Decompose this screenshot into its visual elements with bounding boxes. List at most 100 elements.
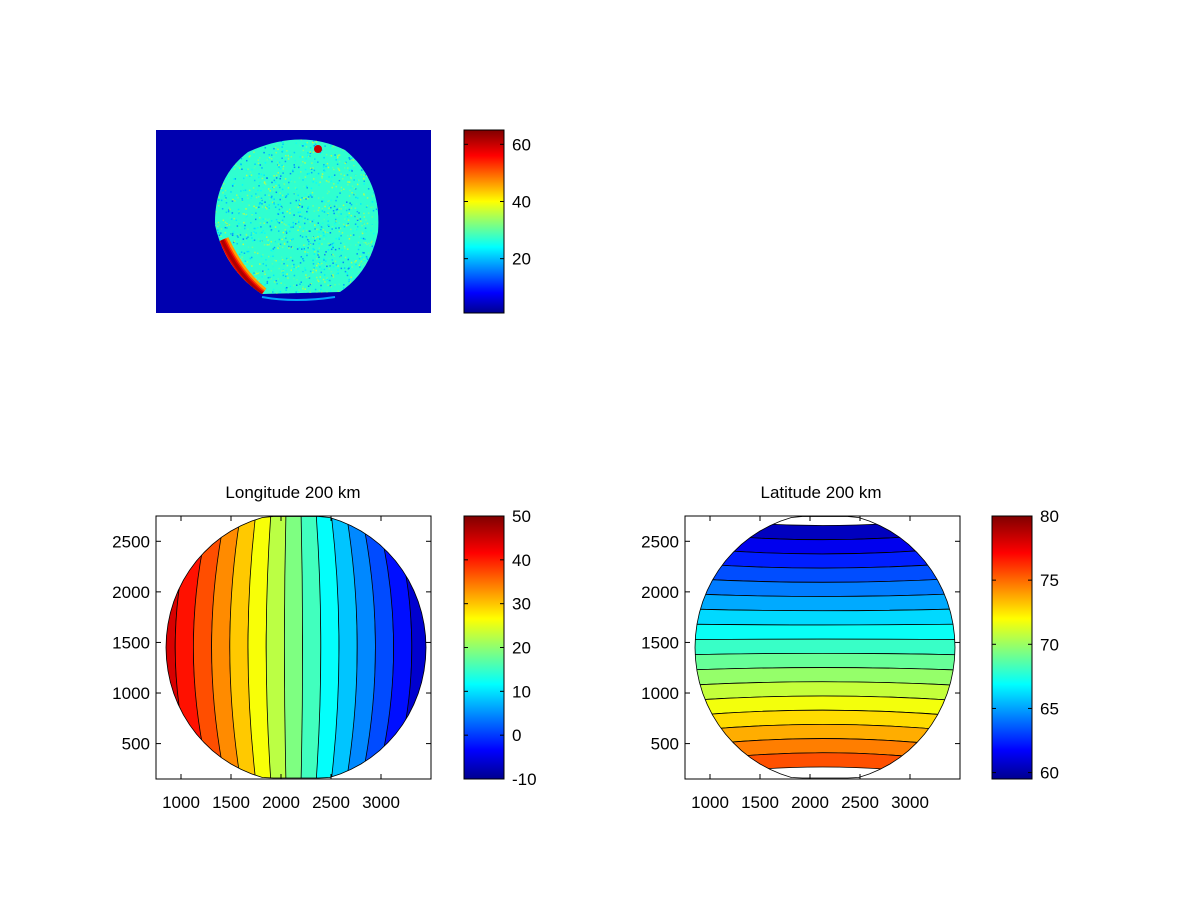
hot-region xyxy=(215,237,267,294)
speckle xyxy=(340,173,342,175)
speckle xyxy=(321,175,323,178)
hot-band xyxy=(220,239,263,294)
speckle xyxy=(322,228,325,231)
speckle xyxy=(266,236,268,238)
speckle xyxy=(367,188,370,190)
speckle xyxy=(350,157,352,160)
speckle xyxy=(289,285,292,288)
speckle xyxy=(329,289,332,292)
speckle xyxy=(277,246,279,248)
speckle xyxy=(347,258,350,261)
speckle xyxy=(218,224,221,226)
speckle xyxy=(231,212,234,214)
speckle xyxy=(347,235,349,237)
speckle xyxy=(257,227,259,229)
latitude-band xyxy=(695,638,955,656)
speckle xyxy=(297,201,299,203)
speckle xyxy=(280,282,282,284)
speckle xyxy=(313,219,315,221)
speckle xyxy=(227,177,230,179)
speckle xyxy=(350,158,352,161)
speckle xyxy=(302,160,304,163)
speckle xyxy=(342,242,345,245)
speckle xyxy=(309,291,311,294)
speckle xyxy=(335,237,338,240)
speckle xyxy=(304,162,306,164)
speckle xyxy=(334,272,336,274)
speckle xyxy=(300,256,303,258)
speckle xyxy=(317,254,319,256)
speckle xyxy=(319,181,321,184)
speckle xyxy=(335,214,338,217)
speckle xyxy=(261,276,263,278)
speckle xyxy=(254,251,256,254)
speckle xyxy=(286,264,289,267)
speckle xyxy=(306,173,309,175)
speckle xyxy=(302,179,304,181)
speckle xyxy=(297,265,300,268)
speckle xyxy=(285,154,287,157)
speckle xyxy=(350,276,352,279)
speckle xyxy=(328,207,330,210)
speckle xyxy=(330,180,333,183)
speckle xyxy=(328,242,330,245)
speckle xyxy=(301,248,303,250)
speckle xyxy=(283,223,286,225)
speckle xyxy=(286,241,289,243)
speckle xyxy=(332,242,335,244)
speckle xyxy=(239,234,242,236)
speckle xyxy=(337,168,340,170)
speckle xyxy=(282,165,285,168)
speckle xyxy=(249,263,251,265)
speckle xyxy=(304,267,306,269)
speckle xyxy=(253,154,255,156)
speckle xyxy=(367,242,370,245)
speckle xyxy=(312,167,314,169)
speckle xyxy=(227,189,229,192)
speckle xyxy=(330,248,333,251)
speckle xyxy=(224,198,227,201)
speckle xyxy=(275,282,277,284)
speckle xyxy=(254,165,257,168)
speckle xyxy=(250,222,252,224)
speckle xyxy=(357,241,360,244)
speckle xyxy=(284,160,287,163)
speckle xyxy=(281,270,283,272)
speckle xyxy=(329,129,331,131)
speckle xyxy=(298,128,300,130)
speckle xyxy=(247,168,249,170)
speckle xyxy=(273,198,275,200)
longitude-band xyxy=(300,516,322,778)
speckle xyxy=(355,263,357,266)
speckle xyxy=(274,201,277,203)
speckle xyxy=(263,270,266,273)
speckle xyxy=(263,222,266,224)
latitude-band xyxy=(695,623,955,640)
speckle xyxy=(248,175,251,177)
speckle xyxy=(277,164,280,167)
speckle xyxy=(305,196,307,199)
speckle xyxy=(338,227,340,229)
colorbar-gradient xyxy=(463,129,505,314)
speckle xyxy=(241,258,243,261)
speckle xyxy=(347,222,349,225)
speckle xyxy=(277,278,279,280)
speckle xyxy=(324,253,326,256)
speckle xyxy=(294,187,297,189)
speckle xyxy=(350,261,353,264)
speckle xyxy=(238,213,241,215)
speckle xyxy=(330,154,333,157)
speckle xyxy=(319,238,321,240)
speckle xyxy=(335,175,337,177)
speckle xyxy=(328,190,330,193)
speckle xyxy=(279,203,281,206)
speckle xyxy=(354,215,356,218)
speckle xyxy=(310,171,313,174)
speckle xyxy=(291,265,294,267)
speckle xyxy=(216,206,218,208)
speckle xyxy=(324,230,326,233)
speckle xyxy=(220,232,222,234)
speckle xyxy=(287,221,290,223)
speckle xyxy=(238,253,241,256)
speckle xyxy=(228,171,230,174)
